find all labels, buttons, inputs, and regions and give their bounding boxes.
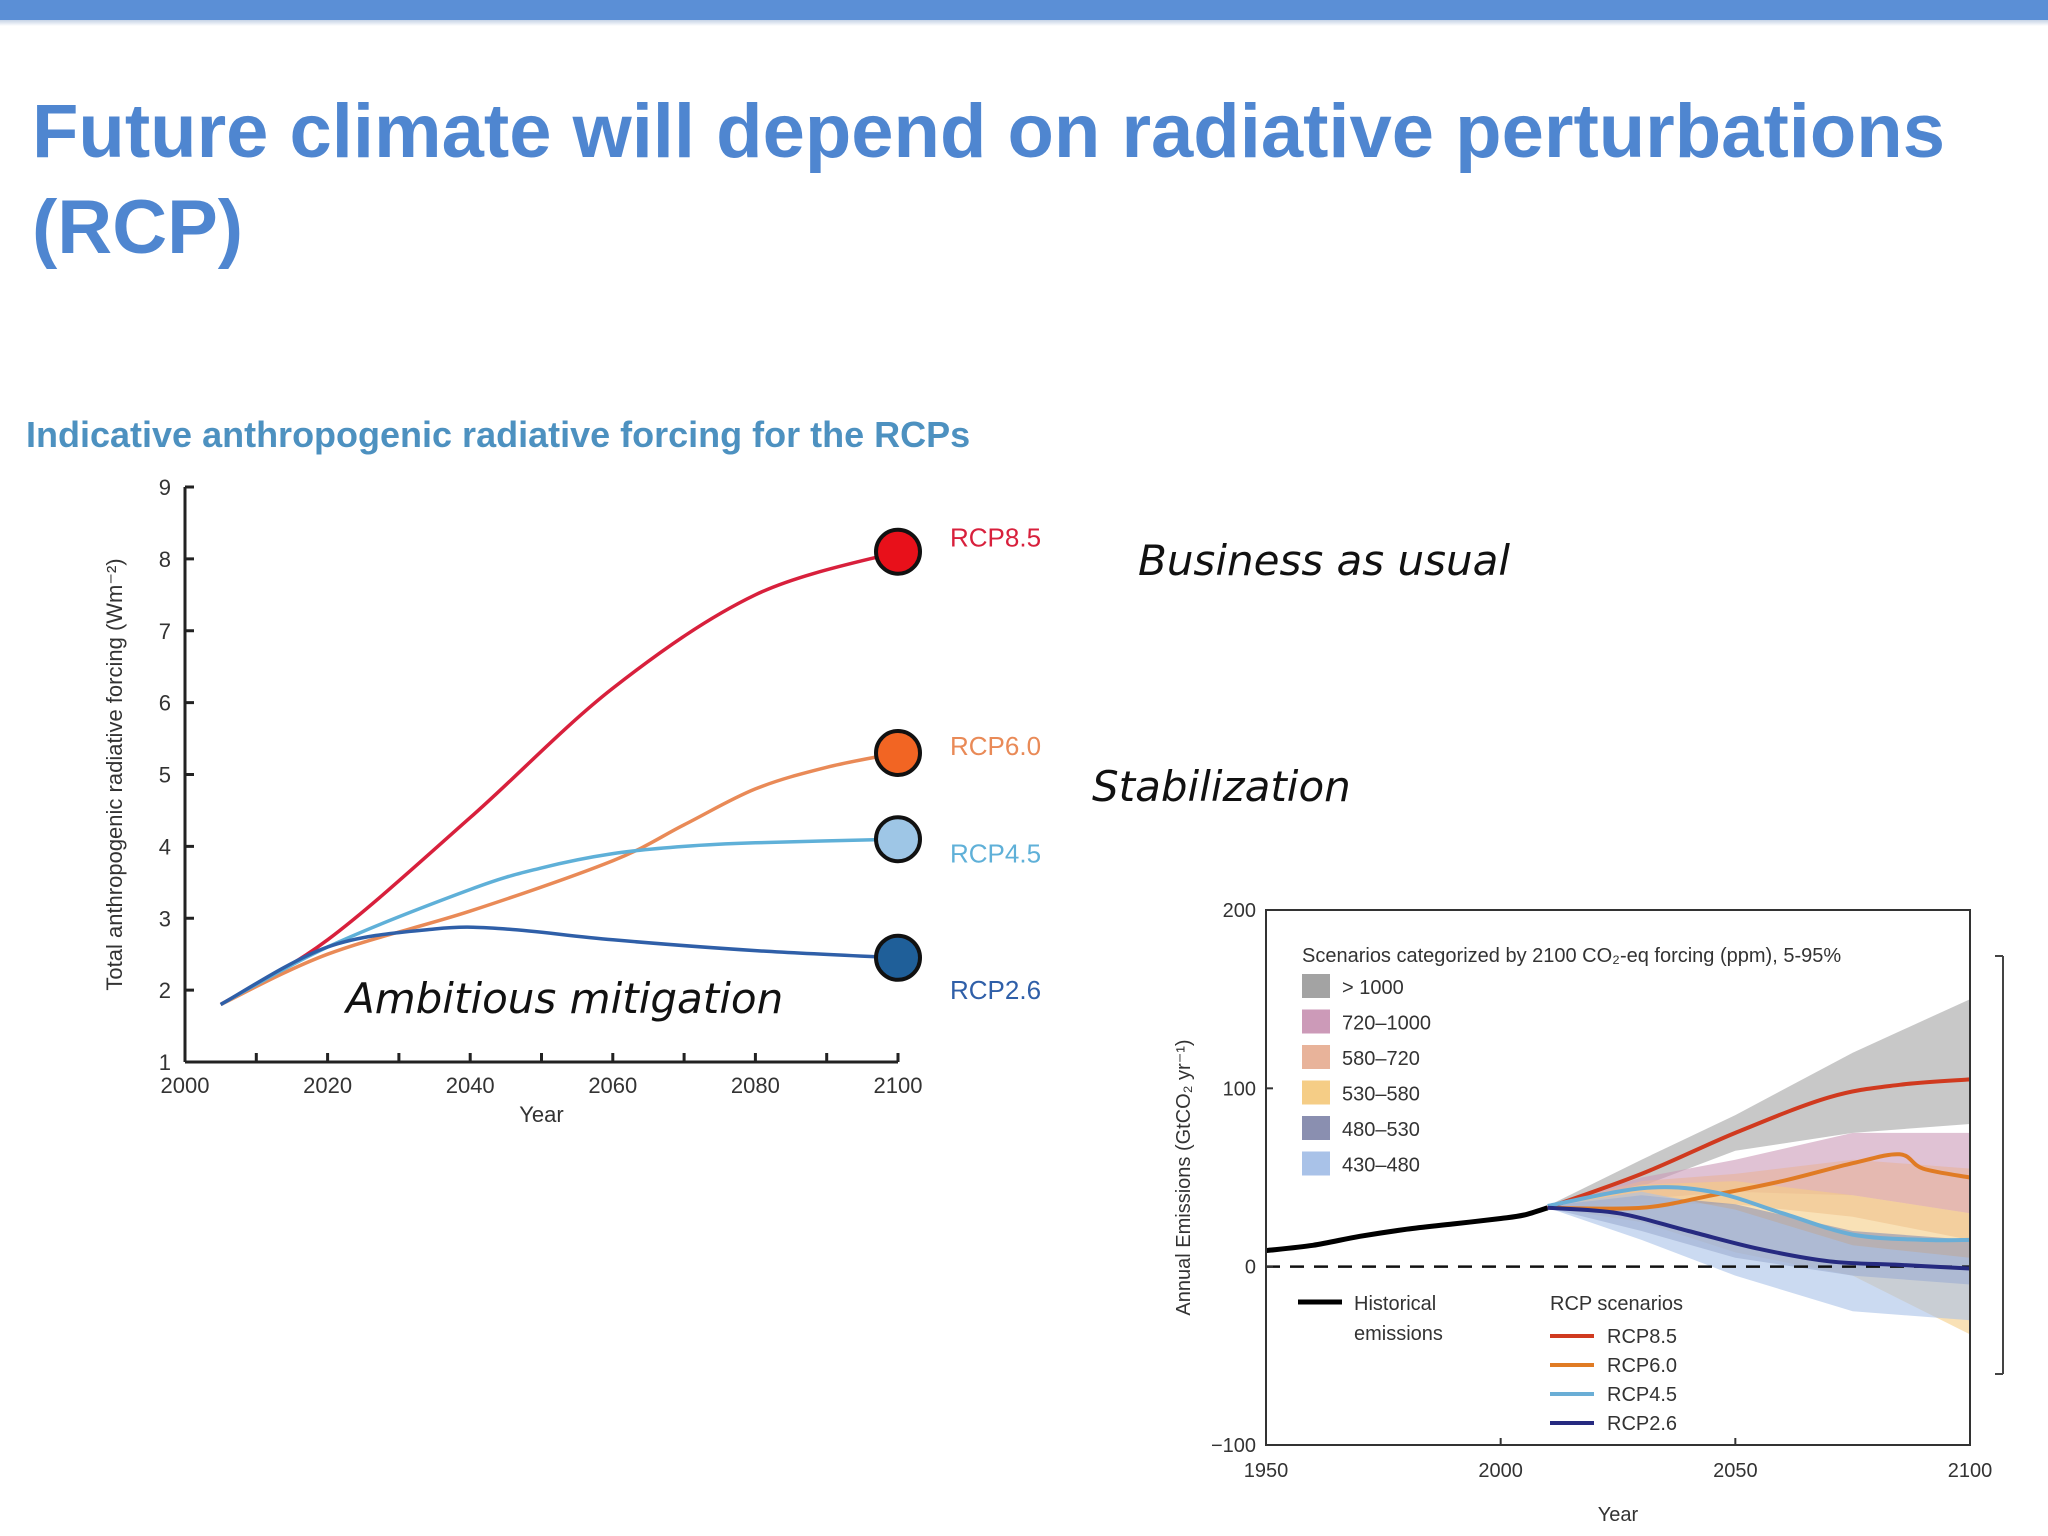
emissions-legend-label: 430–480	[1342, 1155, 1420, 1177]
forcing-marker-rcp8-5	[874, 527, 922, 576]
emissions-x-tick-label: 2000	[1478, 1460, 1523, 1482]
emissions-legend-title: Scenarios categorized by 2100 CO₂-eq for…	[1302, 945, 1841, 967]
emissions-rcp-legend-label: RCP4.5	[1607, 1384, 1677, 1406]
forcing-marker-rcp4-5	[874, 815, 922, 864]
emissions-line-rcp8-5	[1546, 1077, 1971, 1210]
emissions-rcp-legend-label: RCP6.0	[1607, 1355, 1677, 1377]
emissions-y-tick-label: 100	[1223, 1078, 1256, 1100]
emissions-line-rcp6-0	[1547, 1152, 1971, 1211]
forcing-line-rcp6-0	[219, 751, 899, 1007]
forcing-x-tick-label: 2000	[161, 1073, 210, 1098]
forcing-y-tick-label: 7	[159, 619, 171, 644]
emissions-legend-label: 580–720	[1342, 1048, 1420, 1070]
forcing-marker-rcp6-0	[874, 728, 922, 777]
emissions-historical-legend-label-1: Historical	[1354, 1293, 1436, 1315]
forcing-x-tick-label: 2020	[303, 1073, 352, 1098]
emissions-band-1000	[1547, 999, 1970, 1208]
emissions-legend-label: 720–1000	[1342, 1013, 1431, 1035]
forcing-y-axis-label: Total anthropogenic radiative forcing (W…	[102, 558, 127, 990]
emissions-legend-swatch-1000	[1302, 974, 1330, 998]
emissions-legend-label: > 1000	[1342, 977, 1404, 999]
emissions-legend-label: 480–530	[1342, 1119, 1420, 1141]
emissions-line-rcp2-6	[1547, 1205, 1971, 1271]
forcing-marker-rcp2-6	[874, 933, 922, 982]
forcing-x-axis-label: Year	[519, 1102, 563, 1127]
forcing-x-tick-label: 2040	[446, 1073, 495, 1098]
emissions-historical-line	[1265, 1205, 1549, 1254]
emissions-x-axis-label: Year	[1598, 1504, 1639, 1526]
forcing-x-tick-label: 2080	[731, 1073, 780, 1098]
forcing-y-tick-label: 8	[159, 547, 171, 572]
forcing-y-tick-label: 9	[159, 475, 171, 500]
forcing-line-rcp8-5	[219, 550, 899, 1006]
forcing-chart-title: Indicative anthropogenic radiative forci…	[26, 414, 971, 455]
forcing-y-tick-label: 3	[159, 906, 171, 931]
forcing-x-tick-label: 2100	[874, 1073, 923, 1098]
top-accent-bar	[0, 0, 2048, 20]
emissions-legend-swatch-480-530	[1302, 1116, 1330, 1140]
emissions-legend-swatch-720-1000	[1302, 1009, 1330, 1034]
forcing-series-label-rcp6-0: RCP6.0	[950, 731, 1041, 761]
emissions-y-tick-label: −100	[1211, 1435, 1256, 1457]
emissions-plot-frame	[1265, 909, 1971, 1446]
forcing-series-label-rcp2-6: RCP2.6	[950, 975, 1041, 1005]
emissions-legend-swatch-530-580	[1302, 1080, 1330, 1105]
forcing-y-tick-label: 4	[159, 834, 171, 859]
forcing-series-label-rcp4-5: RCP4.5	[950, 839, 1041, 869]
emissions-historical-legend-label-2: emissions	[1354, 1323, 1443, 1345]
forcing-y-tick-label: 6	[159, 691, 171, 716]
emissions-band-430-480	[1547, 1191, 1970, 1321]
emissions-x-tick-label: 2100	[1948, 1460, 1993, 1482]
forcing-x-tick-label: 2060	[588, 1073, 637, 1098]
emissions-legend-label: 530–580	[1342, 1084, 1420, 1106]
emissions-x-tick-label: 1950	[1244, 1460, 1289, 1482]
emissions-legend-swatch-430-480	[1302, 1151, 1330, 1176]
emissions-legend-swatch-580-720	[1302, 1045, 1330, 1069]
forcing-line-rcp2-6	[219, 925, 899, 1007]
ambitious-mitigation-annotation: Ambitious mitigation	[346, 974, 784, 1023]
slide-title-line-1: Future climate will depend on radiative …	[32, 89, 1945, 174]
emissions-line-rcp4-5	[1547, 1185, 1971, 1243]
emissions-x-tick-label: 2050	[1713, 1460, 1758, 1482]
emissions-rcp-legend-label: RCP2.6	[1607, 1413, 1677, 1435]
emissions-rcp-legend-title: RCP scenarios	[1550, 1293, 1683, 1315]
forcing-y-tick-label: 2	[159, 978, 171, 1003]
forcing-y-tick-label: 1	[159, 1050, 171, 1075]
business-as-usual-annotation: Business as usual	[1138, 536, 1511, 585]
emissions-y-tick-label: 200	[1223, 900, 1256, 922]
forcing-y-tick-label: 5	[159, 763, 171, 788]
forcing-series-label-rcp8-5: RCP8.5	[950, 522, 1041, 552]
emissions-y-tick-label: 0	[1245, 1257, 1256, 1279]
slide-title: Future climate will depend on radiative …	[32, 84, 2042, 276]
stabilization-annotation: Stabilization	[1092, 762, 1351, 811]
emissions-y-axis-label: Annual Emissions (GtCO₂ yr⁻¹)	[1173, 1039, 1195, 1315]
emissions-rcp-legend-label: RCP8.5	[1607, 1326, 1677, 1348]
slide-title-line-2: (RCP)	[32, 185, 244, 270]
top-accent-shadow	[0, 20, 2048, 26]
